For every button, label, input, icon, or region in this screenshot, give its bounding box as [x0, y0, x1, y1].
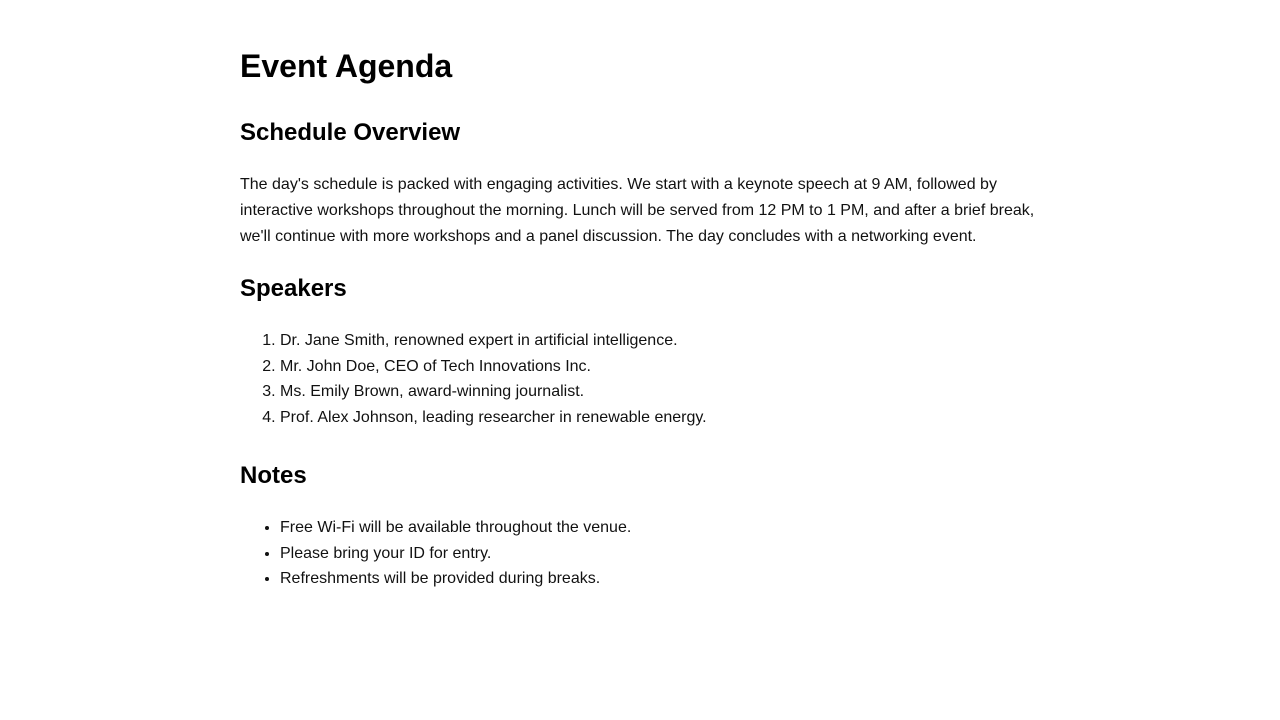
document-page: Event Agenda Schedule Overview The day's…: [240, 0, 1040, 592]
speaker-item: Prof. Alex Johnson, leading researcher i…: [280, 405, 1040, 431]
notes-section: Notes Free Wi-Fi will be available throu…: [240, 461, 1040, 592]
notes-list: Free Wi-Fi will be available throughout …: [240, 515, 1040, 592]
schedule-paragraph: The day's schedule is packed with engagi…: [240, 176, 1035, 245]
note-item: Free Wi-Fi will be available throughout …: [280, 515, 1040, 541]
notes-heading: Notes: [240, 461, 307, 489]
speaker-item: Dr. Jane Smith, renowned expert in artif…: [280, 328, 1040, 354]
speakers-heading: Speakers: [240, 275, 347, 302]
speaker-item: Ms. Emily Brown, award-winning journalis…: [280, 379, 1040, 405]
note-item: Please bring your ID for entry.: [280, 541, 1040, 567]
note-item: Refreshments will be provided during bre…: [280, 566, 1040, 592]
speakers-list: Dr. Jane Smith, renowned expert in artif…: [240, 328, 1040, 431]
schedule-section: Schedule Overview The day's schedule is …: [240, 118, 1040, 250]
speakers-section: Speakers Dr. Jane Smith, renowned expert…: [240, 274, 1040, 431]
speaker-item: Mr. John Doe, CEO of Tech Innovations In…: [280, 354, 1040, 380]
schedule-heading: Schedule Overview: [240, 119, 461, 146]
page-title: Event Agenda: [240, 48, 453, 84]
